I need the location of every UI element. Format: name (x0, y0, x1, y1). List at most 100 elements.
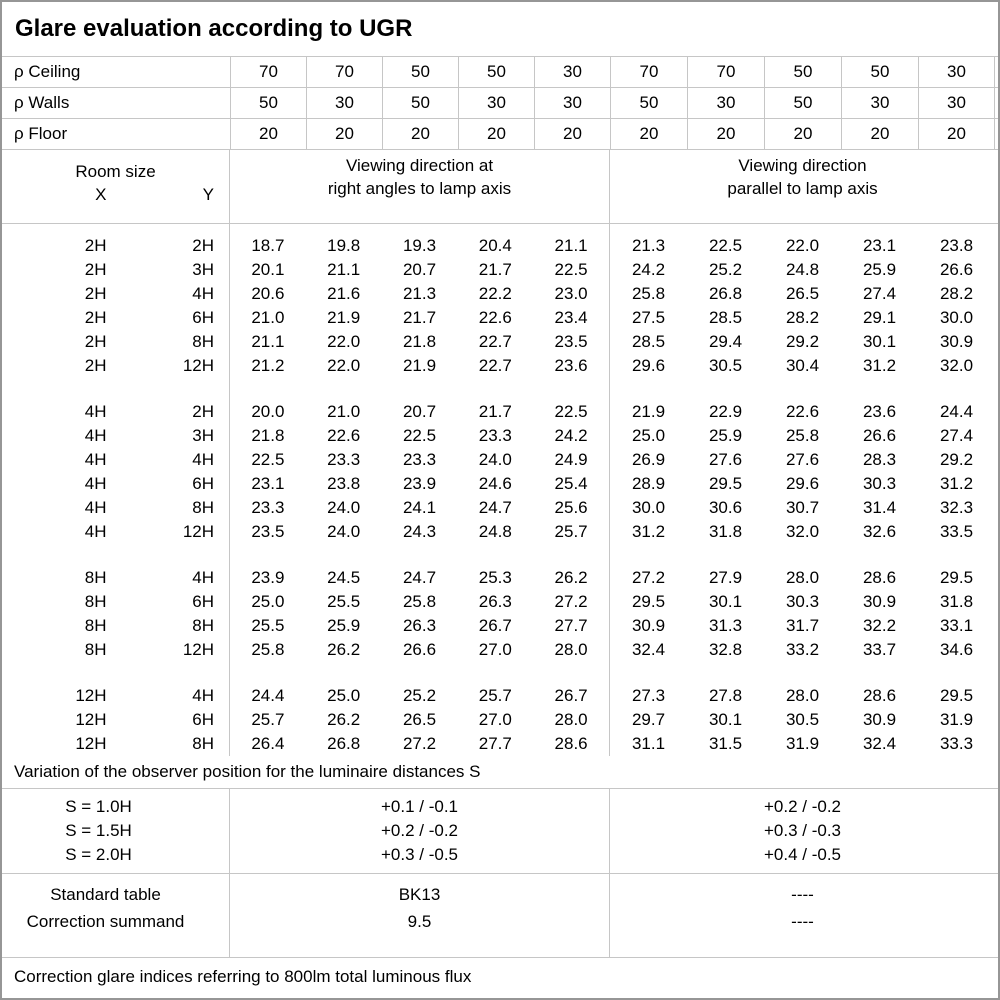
ugr-value: 28.0 (785, 568, 820, 587)
ugr-table-row: 8H 12H 25.8 26.2 26.6 27.0 28.0 32.4 32.8 33.2 33.… (2, 638, 998, 662)
reflectance-value: 20 (610, 119, 687, 149)
variation-value: +0.3 / -0.5 (380, 845, 459, 864)
s-distance-label: S = 1.0H (65, 797, 132, 816)
room-y-value: 2H (192, 402, 214, 421)
ugr-value: 24.0 (327, 498, 361, 517)
ugr-value: 30.6 (708, 498, 743, 517)
reflectance-value: 50 (230, 88, 306, 118)
ugr-value: 29.2 (785, 332, 820, 351)
ugr-value: 31.7 (785, 616, 820, 635)
reflectance-value: 20 (841, 119, 918, 149)
page-title: Glare evaluation according to UGR (2, 2, 998, 57)
ugr-value: 26.2 (327, 710, 361, 729)
room-y-value: 12H (182, 522, 214, 541)
ugr-values-perpendicular: 21.2 22.0 21.9 22.7 23.6 (230, 354, 610, 378)
reflectance-value: 20 (918, 119, 995, 149)
ugr-value: 25.8 (631, 284, 666, 303)
ugr-value: 27.2 (402, 734, 437, 753)
ugr-value: 25.5 (251, 616, 285, 635)
room-y-value: 2H (192, 236, 214, 255)
ugr-value: 27.9 (708, 568, 743, 587)
ugr-value: 27.7 (554, 616, 588, 635)
ugr-value: 30.5 (785, 710, 820, 729)
reflectance-value: 70 (610, 57, 687, 87)
ugr-value: 25.0 (327, 686, 361, 705)
ugr-value: 31.9 (939, 710, 974, 729)
reflectance-value: 50 (382, 88, 458, 118)
ugr-value: 26.5 (785, 284, 820, 303)
spacer-cell (610, 224, 995, 234)
ugr-value: 21.9 (402, 356, 437, 375)
room-y-value: 4H (192, 568, 214, 587)
ugr-table-row: 2H 12H 21.2 22.0 21.9 22.7 23.6 29.6 30.5 30.4 31.… (2, 354, 998, 378)
ugr-value: 33.3 (939, 734, 974, 753)
ugr-value: 23.3 (251, 498, 285, 517)
ugr-value: 30.1 (708, 710, 743, 729)
ugr-values-perpendicular: 18.7 19.8 19.3 20.4 21.1 (230, 234, 610, 258)
room-y-value: 3H (192, 260, 214, 279)
ugr-value: 24.5 (327, 568, 361, 587)
ugr-value: 22.6 (478, 308, 512, 327)
ugr-value: 29.5 (939, 568, 974, 587)
room-x-value: 2H (84, 308, 107, 327)
spacer-cell (230, 224, 610, 234)
ugr-table-row: 2H 8H 21.1 22.0 21.8 22.7 23.5 28.5 29.4 29.2 30.1… (2, 330, 998, 354)
reflectance-value: 30 (306, 88, 382, 118)
ugr-value: 20.6 (251, 284, 285, 303)
spacer-cell (2, 544, 230, 566)
ugr-value: 30.9 (862, 592, 897, 611)
ugr-value: 28.5 (631, 332, 666, 351)
ugr-value: 25.2 (708, 260, 743, 279)
variation-distance-labels: S = 1.0H S = 1.5H S = 2.0H (2, 789, 230, 873)
ugr-value: 24.7 (402, 568, 437, 587)
ugr-value: 24.4 (251, 686, 285, 705)
ugr-value: 23.5 (251, 522, 285, 541)
ugr-value: 23.1 (862, 236, 897, 255)
spacer-cell (2, 224, 230, 234)
ugr-value: 21.7 (478, 402, 512, 421)
room-size-cell: 8H 8H (2, 614, 230, 638)
ugr-value: 27.6 (708, 450, 743, 469)
room-x-value: 8H (84, 640, 107, 659)
ugr-value: 26.8 (708, 284, 743, 303)
variation-block: S = 1.0H S = 1.5H S = 2.0H +0.1 / -0.1 +… (2, 789, 998, 874)
spacer-cell (610, 662, 995, 684)
ugr-value: 25.9 (708, 426, 743, 445)
ugr-values-parallel: 27.2 27.9 28.0 28.6 29.5 (610, 566, 995, 590)
room-x-value: 4H (84, 426, 107, 445)
ugr-value: 30.1 (708, 592, 743, 611)
ugr-table-row: 2H 6H 21.0 21.9 21.7 22.6 23.4 27.5 28.5 28.2 29.1… (2, 306, 998, 330)
ugr-value: 22.5 (251, 450, 285, 469)
variation-value: +0.2 / -0.2 (763, 797, 842, 816)
ugr-value: 28.0 (554, 640, 588, 659)
ugr-value: 29.6 (631, 356, 666, 375)
ugr-value: 34.6 (939, 640, 974, 659)
reflectance-value: 30 (534, 88, 610, 118)
ugr-value: 25.3 (478, 568, 512, 587)
ugr-value: 26.4 (251, 734, 285, 753)
room-y-value: 4H (192, 284, 214, 303)
ugr-value: 24.2 (554, 426, 588, 445)
reflectance-value: 50 (610, 88, 687, 118)
room-y-value: 4H (192, 686, 214, 705)
spacer-row (2, 662, 998, 684)
room-size-axis-labels: X Y (2, 185, 229, 205)
room-x-value: 4H (84, 522, 107, 541)
ugr-value: 21.3 (402, 284, 437, 303)
room-y-value: 6H (192, 474, 214, 493)
ugr-value: 25.6 (554, 498, 588, 517)
standard-table-label: Standard table (50, 885, 161, 904)
ugr-value: 21.3 (631, 236, 666, 255)
ugr-value: 20.1 (251, 260, 285, 279)
ugr-values-perpendicular: 23.9 24.5 24.7 25.3 26.2 (230, 566, 610, 590)
ugr-value: 30.7 (785, 498, 820, 517)
ugr-value: 31.1 (631, 734, 666, 753)
ugr-table-row: 12H 6H 25.7 26.2 26.5 27.0 28.0 29.7 30.1 30.5 30.… (2, 708, 998, 732)
ugr-value: 23.1 (251, 474, 285, 493)
reflectance-label: ρ Walls (14, 93, 70, 112)
room-y-value: 6H (192, 308, 214, 327)
reflectance-value: 50 (764, 57, 841, 87)
ugr-value: 26.3 (478, 592, 512, 611)
ugr-value: 22.6 (327, 426, 361, 445)
spacer-row (2, 378, 998, 400)
